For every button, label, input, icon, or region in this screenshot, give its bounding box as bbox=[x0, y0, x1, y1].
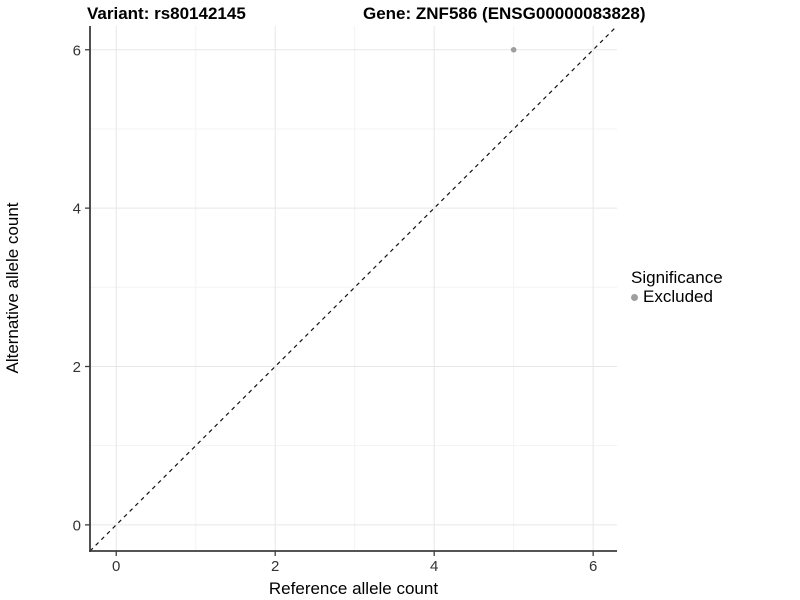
x-axis-tick-label: 4 bbox=[430, 558, 438, 575]
y-axis-tick-label: 6 bbox=[73, 42, 81, 59]
plot-title-variant: Variant: rs80142145 bbox=[87, 4, 246, 23]
legend-entries: Excluded bbox=[631, 287, 723, 306]
x-axis-title: Reference allele count bbox=[268, 579, 439, 598]
plot-title-gene: Gene: ZNF586 (ENSG00000083828) bbox=[363, 4, 646, 23]
legend-title: Significance bbox=[631, 268, 723, 287]
identity-dashed-line bbox=[89, 25, 618, 552]
x-axis-tick-label: 6 bbox=[589, 558, 597, 575]
data-point bbox=[510, 46, 517, 53]
x-axis-tick-label: 0 bbox=[112, 558, 120, 575]
y-axis-tick-label: 2 bbox=[73, 359, 81, 376]
legend-entry: Excluded bbox=[631, 287, 723, 306]
legend-key-dot-icon bbox=[631, 293, 638, 301]
y-axis-tick-label: 4 bbox=[73, 201, 81, 218]
y-axis-title: Alternative allele count bbox=[3, 202, 22, 374]
x-axis-tick-label: 2 bbox=[271, 558, 279, 575]
y-axis-tick-label: 0 bbox=[73, 517, 81, 534]
legend: Significance Excluded bbox=[631, 268, 723, 306]
legend-entry-label: Excluded bbox=[643, 287, 713, 306]
